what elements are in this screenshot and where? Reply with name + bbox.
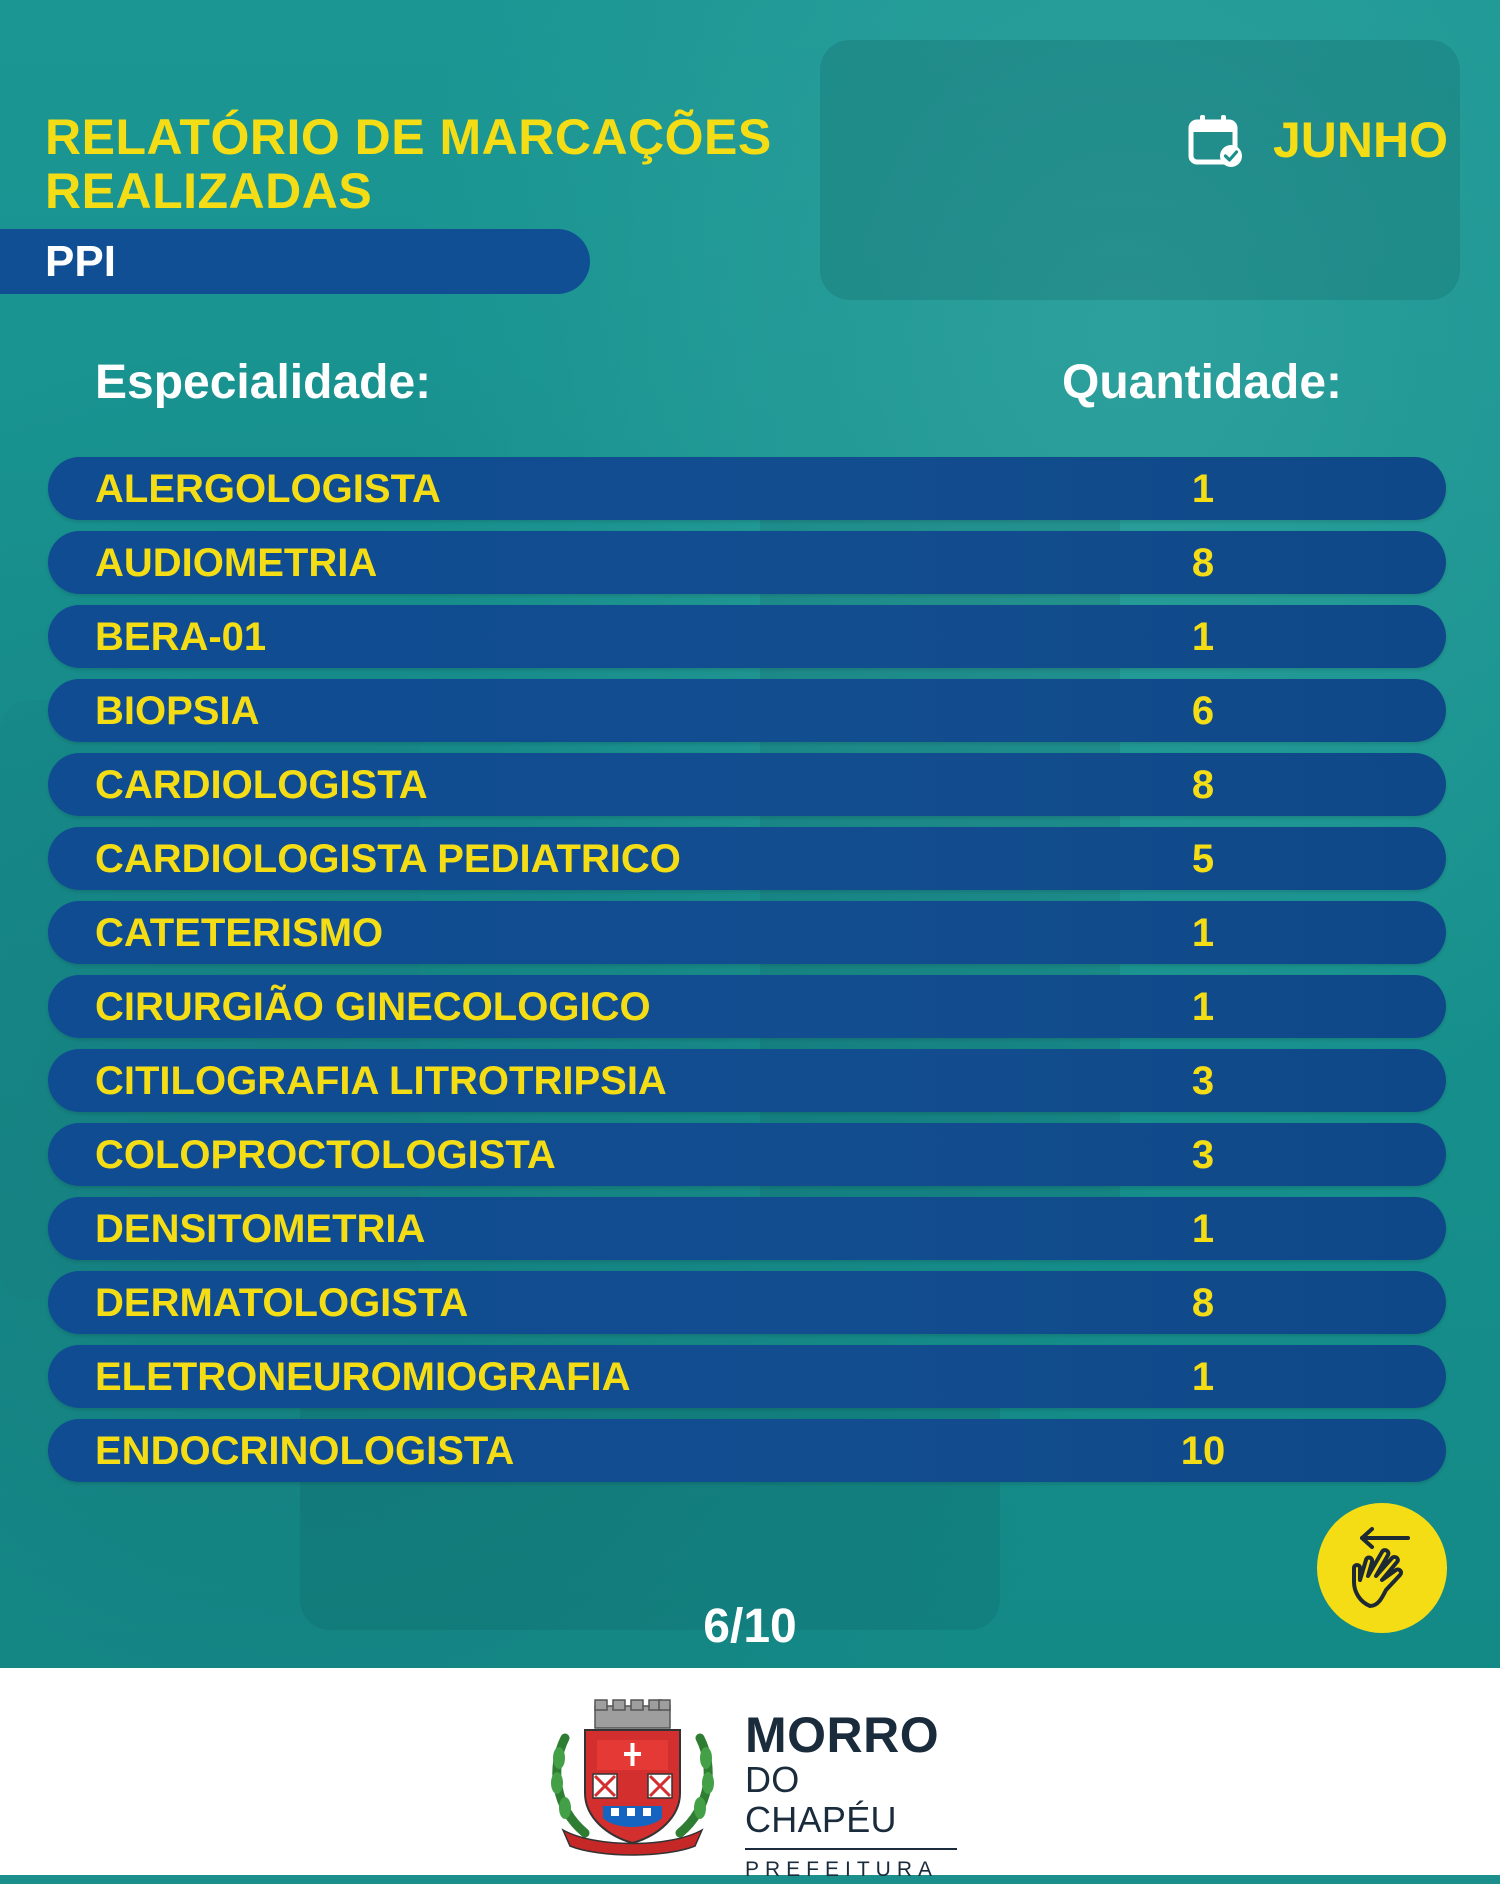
month-indicator: JUNHO: [1187, 112, 1448, 168]
table-row: BIOPSIA 6: [48, 679, 1446, 742]
specialty-quantity: 8: [1191, 1281, 1215, 1325]
title-line-1: RELATÓRIO DE MARCAÇÕES: [45, 109, 772, 165]
specialty-list: ALERGOLOGISTA 1 AUDIOMETRIA 8 BERA-01 1 BIOPSI…: [48, 457, 1446, 1493]
table-row: DERMATOLOGISTA 8: [48, 1271, 1446, 1334]
specialty-name: CARDIOLOGISTA: [95, 763, 428, 807]
specialty-name: AUDIOMETRIA: [95, 541, 378, 585]
specialty-quantity: 1: [1191, 615, 1215, 659]
specialty-quantity: 1: [1191, 985, 1215, 1029]
page-title: RELATÓRIO DE MARCAÇÕES REALIZADAS: [45, 110, 772, 218]
specialty-quantity: 8: [1191, 763, 1215, 807]
table-row: CIRURGIÃO GINECOLOGICO 1: [48, 975, 1446, 1038]
table-row: ALERGOLOGISTA 1: [48, 457, 1446, 520]
specialty-quantity: 5: [1191, 837, 1215, 881]
table-row: CITILOGRAFIA LITROTRIPSIA 3: [48, 1049, 1446, 1112]
table-row: BERA-01 1: [48, 605, 1446, 668]
specialty-quantity: 8: [1191, 541, 1215, 585]
table-row: DENSITOMETRIA 1: [48, 1197, 1446, 1260]
brand-line-3: PREFEITURA: [745, 1858, 939, 1881]
column-header-quantity: Quantidade:: [1062, 356, 1343, 409]
title-line-2: REALIZADAS: [45, 163, 373, 219]
specialty-quantity: 6: [1191, 689, 1215, 733]
specialty-name: CIRURGIÃO GINECOLOGICO: [95, 985, 651, 1029]
column-header-specialty: Especialidade:: [95, 356, 432, 409]
specialty-quantity: 1: [1191, 911, 1215, 955]
specialty-quantity: 1: [1191, 1355, 1215, 1399]
specialty-quantity: 3: [1191, 1133, 1215, 1177]
specialty-name: DERMATOLOGISTA: [95, 1281, 469, 1325]
specialty-quantity: 3: [1191, 1059, 1215, 1103]
table-row: CARDIOLOGISTA 8: [48, 753, 1446, 816]
municipal-crest-logo: [551, 1699, 714, 1856]
table-row: ELETRONEUROMIOGRAFIA 1: [48, 1345, 1446, 1408]
specialty-quantity: 10: [1180, 1429, 1226, 1473]
specialty-name: ELETRONEUROMIOGRAFIA: [95, 1355, 631, 1399]
background-shape: [820, 40, 1460, 300]
page-indicator: 6/10: [703, 1600, 797, 1653]
specialty-name: CARDIOLOGISTA PEDIATRICO: [95, 837, 681, 881]
specialty-quantity: 1: [1191, 1207, 1215, 1251]
brand-line-1: MORRO: [745, 1707, 940, 1763]
table-row: CATETERISMO 1: [48, 901, 1446, 964]
swipe-next-button[interactable]: [1317, 1503, 1447, 1633]
specialty-name: COLOPROCTOLOGISTA: [95, 1133, 556, 1177]
calendar-check-icon: [1188, 115, 1242, 167]
swipe-hand-icon: [1352, 1527, 1410, 1608]
table-row: COLOPROCTOLOGISTA 3: [48, 1123, 1446, 1186]
footer: MORRO DO CHAPÉU PREFEITURA: [0, 1668, 1500, 1881]
specialty-name: DENSITOMETRIA: [95, 1207, 426, 1251]
brand-line-2: DO CHAPÉU: [745, 1760, 957, 1850]
specialty-name: ENDOCRINOLOGISTA: [95, 1429, 515, 1473]
month-label: JUNHO: [1272, 112, 1448, 168]
specialty-name: ALERGOLOGISTA: [95, 467, 441, 511]
specialty-name: CITILOGRAFIA LITROTRIPSIA: [95, 1059, 667, 1103]
specialty-name: CATETERISMO: [95, 911, 384, 955]
specialty-name: BERA-01: [95, 615, 267, 659]
table-row: AUDIOMETRIA 8: [48, 531, 1446, 594]
specialty-name: BIOPSIA: [95, 689, 260, 733]
brand-wordmark: MORRO DO CHAPÉU PREFEITURA: [745, 1710, 960, 1884]
table-row: ENDOCRINOLOGISTA 10: [48, 1419, 1446, 1482]
category-banner: PPI: [0, 229, 590, 294]
table-row: CARDIOLOGISTA PEDIATRICO 5: [48, 827, 1446, 890]
specialty-quantity: 1: [1191, 467, 1215, 511]
category-label: PPI: [45, 237, 116, 286]
